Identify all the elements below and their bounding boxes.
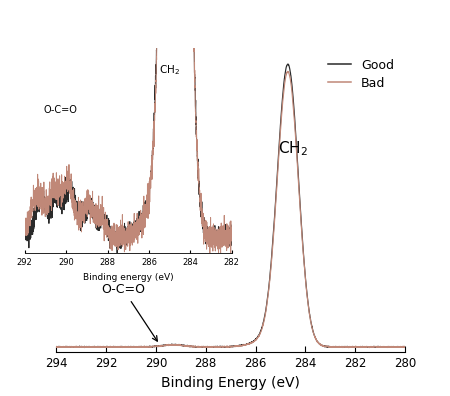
Text: CH$_2$: CH$_2$ (159, 63, 180, 77)
Legend: Good, Bad: Good, Bad (323, 54, 399, 95)
Text: O-C=O: O-C=O (43, 105, 77, 115)
Text: CH$_2$: CH$_2$ (278, 139, 308, 158)
X-axis label: Binding energy (eV): Binding energy (eV) (83, 273, 174, 282)
X-axis label: Binding Energy (eV): Binding Energy (eV) (161, 376, 300, 390)
Text: O-C=O: O-C=O (102, 284, 158, 341)
